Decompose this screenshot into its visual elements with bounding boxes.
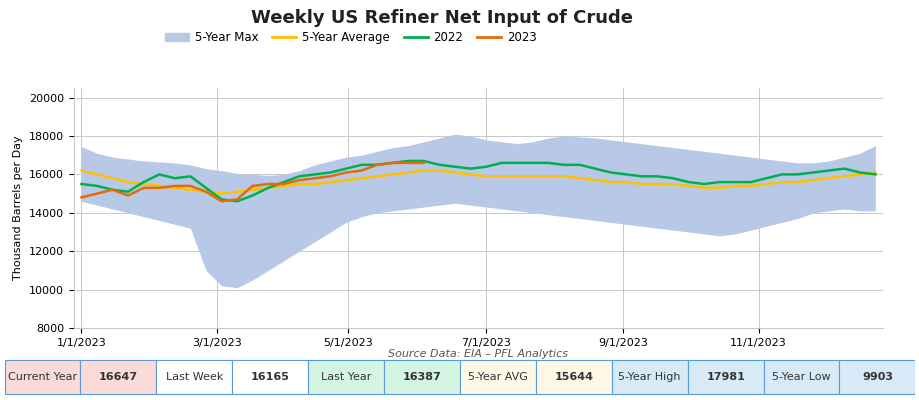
Bar: [384, 360, 460, 394]
Text: 16165: 16165: [251, 372, 289, 382]
Text: Current Year: Current Year: [8, 372, 77, 382]
Bar: [308, 360, 384, 394]
Text: Last Year: Last Year: [321, 372, 371, 382]
Legend: 5-Year Max, 5-Year Average, 2022, 2023: 5-Year Max, 5-Year Average, 2022, 2023: [160, 27, 541, 49]
Text: 15644: 15644: [554, 372, 593, 382]
Text: Last Week: Last Week: [165, 372, 222, 382]
Text: 5-Year Low: 5-Year Low: [771, 372, 830, 382]
Bar: [838, 360, 914, 394]
Bar: [763, 360, 838, 394]
Text: Weekly US Refiner Net Input of Crude: Weekly US Refiner Net Input of Crude: [250, 9, 632, 27]
Text: 17981: 17981: [706, 372, 744, 382]
Y-axis label: Thousand Barrels per Day: Thousand Barrels per Day: [13, 136, 23, 280]
Text: 5-Year AVG: 5-Year AVG: [468, 372, 528, 382]
Text: Source Data: EIA – PFL Analytics: Source Data: EIA – PFL Analytics: [388, 349, 568, 359]
Bar: [460, 360, 535, 394]
Bar: [232, 360, 308, 394]
Text: 16647: 16647: [98, 372, 138, 382]
Bar: [81, 360, 156, 394]
Bar: [5, 360, 81, 394]
Text: 5-Year High: 5-Year High: [618, 372, 680, 382]
Text: 9903: 9903: [861, 372, 892, 382]
Bar: [686, 360, 763, 394]
Text: 16387: 16387: [403, 372, 441, 382]
Bar: [535, 360, 611, 394]
Bar: [156, 360, 232, 394]
Bar: [611, 360, 686, 394]
